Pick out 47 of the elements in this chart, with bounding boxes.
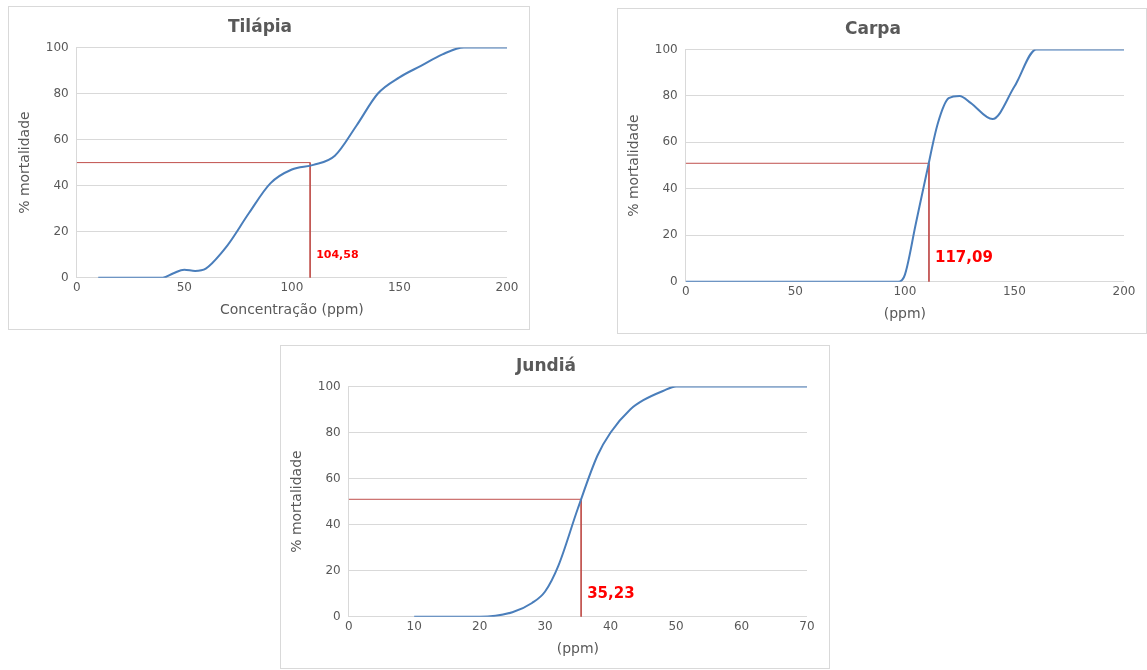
y-tick-label: 80 [662,88,678,102]
y-tick-label: 40 [662,180,678,195]
chart-title: Tilápia [227,15,293,36]
y-tick-label: 100 [654,41,678,56]
chart-title: Carpa [845,17,901,38]
annotation: 35,23 [587,583,635,602]
y-tick-label: 80 [53,85,69,100]
y-tick-label: 60 [53,131,69,146]
y-tick-label: 100 [317,378,341,393]
chart-title: Jundiá [515,354,576,375]
x-tick-label: 100 [280,280,304,295]
x-tick-label: 50 [176,280,192,295]
y-tick-label: 80 [325,424,341,439]
y-tick-label: 40 [53,177,69,192]
x-tick-label: 60 [733,619,750,634]
y-tick-label: 60 [662,134,678,149]
x-tick-label: 0 [72,280,81,295]
x-tick-label: 70 [799,619,815,634]
x-tick-label: 50 [668,619,684,634]
y-tick-label: 20 [662,227,678,242]
x-tick-label: 100 [893,284,917,299]
x-tick-label: 40 [602,619,619,634]
x-tick-label: 10 [406,619,422,634]
x-tick-label: 0 [681,284,690,299]
y-tick-label: 20 [325,562,341,577]
y-tick-label: 40 [325,516,341,531]
x-tick-label: 150 [387,280,411,295]
x-tick-label: 50 [787,284,803,299]
y-tick-label: 60 [325,470,341,485]
x-tick-label: 0 [344,619,353,634]
x-tick-label: 200 [495,280,519,295]
y-tick-label: 20 [53,223,69,238]
y-tick-label: 0 [333,608,341,623]
annotation: 117,09 [934,248,993,267]
x-axis-title: (ppm) [556,640,600,657]
y-axis-title: % mortalidade [16,111,33,214]
x-axis-title: Concentração (ppm) [219,301,364,318]
y-axis-title: % mortalidade [288,450,305,553]
x-tick-label: 150 [1002,284,1026,299]
x-tick-label: 30 [537,619,553,634]
annotation: 104,58 [316,247,359,261]
y-tick-label: 0 [61,269,69,284]
y-tick-label: 100 [45,39,69,54]
x-tick-label: 200 [1112,284,1136,299]
y-axis-title: % mortalidade [625,114,642,217]
x-axis-title: (ppm) [883,305,927,322]
x-tick-label: 20 [472,619,488,634]
